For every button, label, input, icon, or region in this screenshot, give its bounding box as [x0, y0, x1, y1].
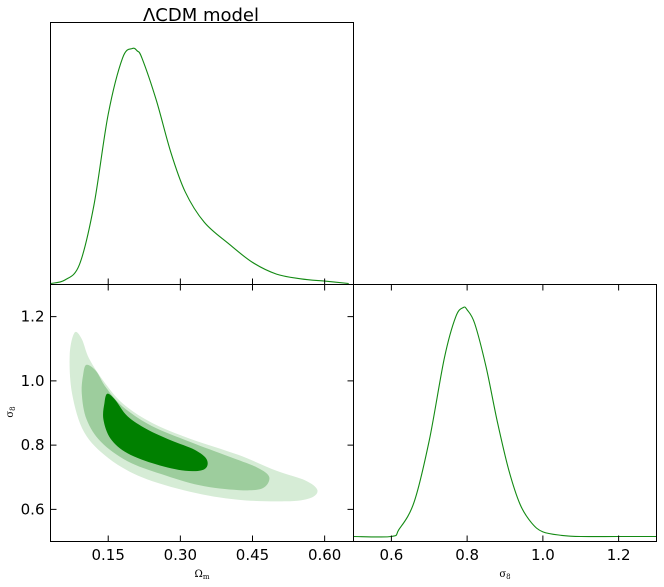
x-tick-label-sigma-8: 0.8	[455, 546, 479, 564]
sigma-8-marginal-panel	[353, 306, 657, 538]
contour-level-3	[103, 393, 208, 472]
y-tick-label-sigma-8: 0.6	[21, 500, 45, 518]
x-tick-label-sigma-8: 1.2	[607, 546, 631, 564]
omega-m-sigma-8-contour-panel	[69, 331, 318, 502]
y-tick-label-sigma-8: 0.8	[21, 436, 45, 454]
x-tick-label-omega-m: 0.60	[308, 546, 341, 564]
x-tick-label-sigma-8: 1.0	[531, 546, 555, 564]
omega-m-marginal-frame	[50, 22, 354, 285]
omega-m-marginal-panel	[50, 47, 349, 285]
axis-ticks: 0.15 0.30 0.45 0.60 0.6 0.8 1.0 1.2 0.6 0.8 1.0 1.2	[21, 278, 631, 564]
sigma-8-marginal-frame	[353, 284, 657, 542]
x-tick-label-sigma-8: 0.6	[379, 546, 403, 564]
x-axis-label-sigma-8: σ8	[499, 569, 510, 581]
y-axis-label-sigma-8: σ8	[5, 406, 17, 417]
chart-title: ΛCDM model	[143, 5, 259, 26]
x-tick-label-omega-m: 0.15	[92, 546, 125, 564]
y-tick-label-sigma-8: 1.0	[21, 372, 45, 390]
contour-level-2	[81, 364, 270, 491]
sigma-8-marginal-curve	[353, 306, 657, 538]
x-tick-label-omega-m: 0.30	[164, 546, 197, 564]
x-axis-label-omega-m: Ωm	[195, 569, 210, 581]
y-tick-label-sigma-8: 1.2	[21, 308, 45, 326]
x-tick-label-omega-m: 0.45	[236, 546, 269, 564]
omega-m-marginal-curve	[50, 47, 349, 285]
